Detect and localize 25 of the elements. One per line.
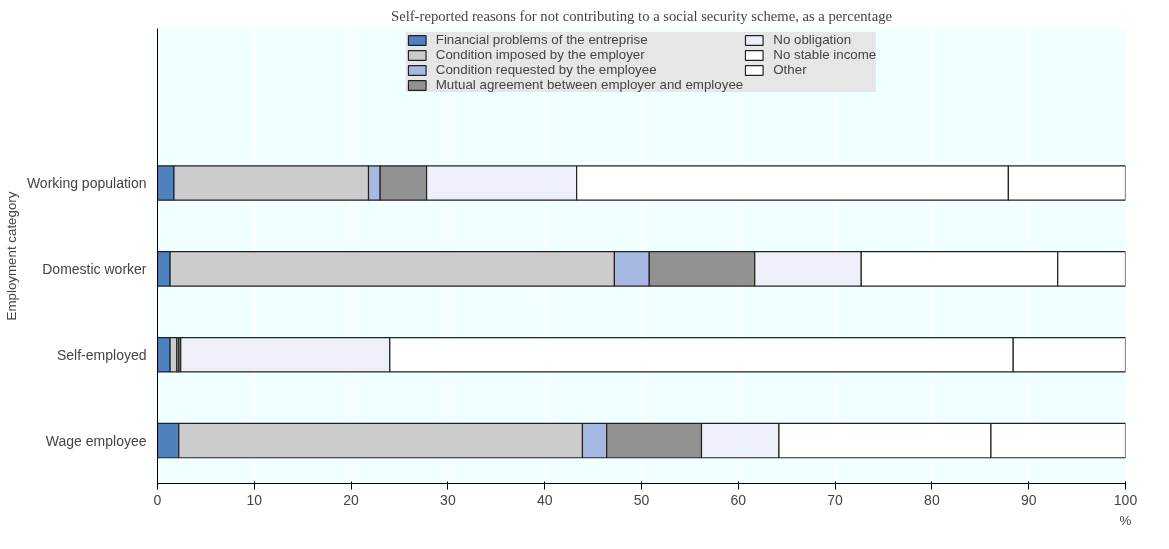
legend-label: No obligation [773,32,852,47]
legend-label: Other [773,62,807,77]
x-tick-label: 70 [827,491,844,508]
x-tick-label: 60 [730,491,747,508]
x-tick-label: 10 [246,491,263,508]
legend-label: Condition requested by the employee [435,62,657,77]
legend-label: No stable income [773,47,877,62]
y-tick-label: Domestic worker [42,260,147,277]
x-tick-label: 50 [633,491,650,508]
x-axis-title: % [1119,512,1132,528]
y-tick-label: Self-employed [57,346,147,363]
y-axis-title: Employment category [3,191,19,321]
legend-label: Condition imposed by the employer [435,47,645,62]
chart-title: Self-reported reasons for not contributing to a social security scheme, as a percentage [391,7,892,24]
y-tick-label: Wage employee [45,432,147,449]
legend-label: Mutual agreement between employer and employee [435,77,744,92]
x-tick-label: 30 [440,491,456,508]
x-tick-label: 20 [343,491,360,508]
x-tick-label: 0 [153,491,162,508]
x-tick-label: 100 [1113,491,1138,508]
legend-label: Financial problems of the entreprise [435,32,648,47]
x-tick-label: 90 [1020,491,1037,508]
y-tick-label: Working population [26,175,147,192]
x-tick-label: 80 [924,491,940,508]
x-tick-label: 40 [536,491,553,508]
